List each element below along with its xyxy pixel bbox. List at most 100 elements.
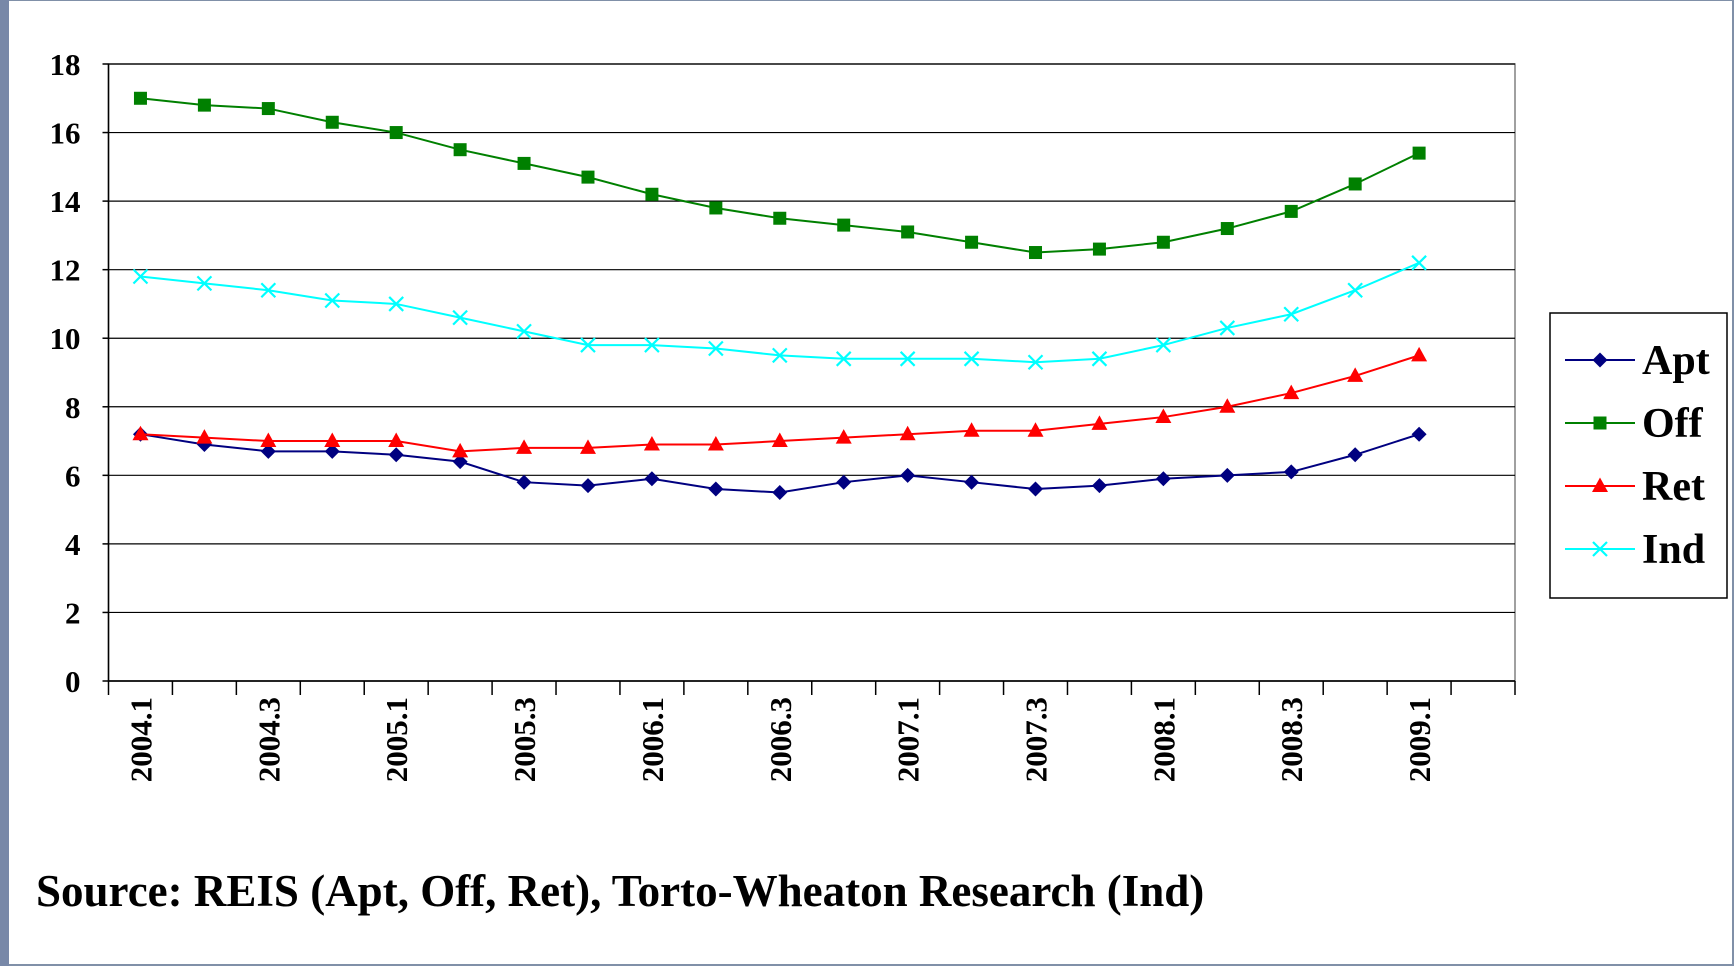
marker [1156, 235, 1170, 249]
marker [964, 474, 980, 490]
marker [132, 268, 149, 285]
marker [1029, 246, 1043, 260]
marker [835, 429, 852, 444]
marker [901, 225, 915, 239]
y-tick-label: 10 [50, 321, 81, 356]
marker [900, 467, 916, 483]
marker [1091, 478, 1107, 494]
legend-label: Ind [1642, 527, 1705, 573]
marker [963, 422, 980, 437]
marker [196, 275, 213, 292]
marker [580, 337, 596, 353]
x-tick-label: 2008.3 [1274, 697, 1309, 782]
marker [1592, 541, 1608, 557]
marker [1220, 222, 1234, 236]
marker [581, 170, 595, 184]
marker [645, 187, 659, 201]
x-tick-label: 2009.1 [1402, 697, 1437, 782]
marker [388, 447, 404, 463]
side-bar [0, 0, 9, 966]
marker [773, 211, 787, 225]
marker [1348, 177, 1362, 191]
marker [452, 309, 468, 326]
marker [261, 102, 275, 116]
x-tick-label: 2004.1 [123, 697, 158, 782]
marker [388, 432, 405, 448]
x-tick-label: 2007.1 [891, 697, 926, 782]
marker [324, 432, 341, 448]
marker [196, 429, 213, 444]
marker [579, 439, 596, 454]
y-tick-label: 14 [50, 184, 81, 219]
marker [1411, 346, 1428, 362]
marker [963, 351, 980, 367]
x-tick-label: 2006.3 [763, 697, 798, 782]
marker [580, 478, 596, 494]
x-tick-label: 2005.3 [507, 697, 542, 782]
x-tick-label: 2005.1 [379, 697, 414, 782]
marker [965, 235, 979, 249]
marker [516, 323, 532, 340]
marker [1412, 146, 1426, 160]
marker [1283, 464, 1299, 480]
marker [1283, 306, 1300, 323]
marker [324, 292, 341, 309]
x-tick-label: 2004.3 [251, 697, 286, 782]
marker [260, 432, 277, 448]
marker [1155, 408, 1172, 424]
marker [1027, 354, 1044, 370]
marker [452, 454, 468, 470]
marker [260, 443, 276, 459]
marker [260, 282, 277, 299]
marker [1347, 282, 1363, 299]
marker [1219, 320, 1236, 336]
marker [1411, 426, 1427, 442]
marker [709, 201, 723, 215]
marker [1219, 467, 1235, 483]
marker [708, 340, 724, 357]
marker [1155, 471, 1171, 487]
marker [324, 443, 340, 459]
legend-label: Ret [1642, 464, 1705, 510]
y-tick-label: 12 [50, 253, 81, 288]
marker [899, 425, 916, 441]
marker [1092, 242, 1106, 256]
marker [836, 474, 852, 490]
x-tick-label: 2008.1 [1146, 697, 1181, 782]
marker [1155, 337, 1172, 353]
y-tick-label: 18 [50, 47, 81, 82]
marker [1027, 422, 1044, 437]
marker [452, 442, 469, 458]
x-tick-label: 2006.1 [635, 697, 670, 782]
marker [1284, 204, 1298, 218]
y-tick-label: 4 [65, 527, 81, 562]
marker [771, 432, 788, 448]
marker [1411, 255, 1427, 271]
marker [707, 435, 724, 451]
marker [1028, 481, 1044, 497]
marker [1283, 384, 1300, 400]
marker [708, 481, 724, 497]
y-tick-label: 2 [65, 595, 81, 630]
marker [516, 474, 532, 490]
marker [835, 351, 852, 367]
marker [772, 347, 788, 364]
legend-label: Apt [1642, 338, 1710, 384]
marker [133, 91, 147, 105]
marker [644, 337, 660, 353]
marker [516, 439, 533, 454]
marker [1347, 367, 1364, 382]
marker [388, 296, 404, 312]
marker [517, 156, 531, 170]
marker [644, 471, 660, 487]
legend-label: Off [1642, 401, 1704, 447]
marker [389, 126, 403, 140]
y-tick-label: 16 [50, 116, 81, 151]
marker [1592, 352, 1608, 368]
plot-area [107, 63, 1516, 682]
x-tick-label: 2007.3 [1019, 697, 1054, 782]
marker [1091, 351, 1108, 367]
marker [453, 143, 467, 157]
marker [1347, 447, 1363, 463]
